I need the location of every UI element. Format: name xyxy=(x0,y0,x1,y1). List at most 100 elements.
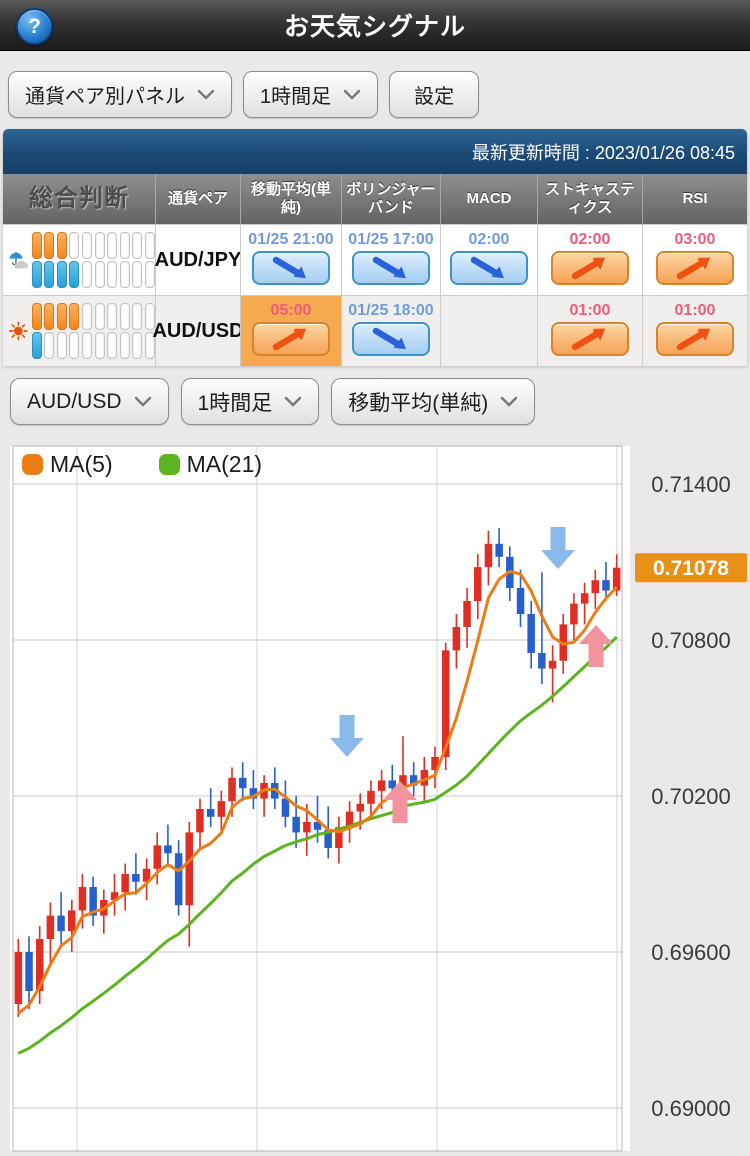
y-axis-labels: 0.71400 0.70800 0.70200 0.69600 0.69000 xyxy=(651,472,731,1121)
signal-cell: 01/25 17:00 xyxy=(341,225,440,295)
up-arrow-marker xyxy=(383,781,417,823)
svg-text:0.71078: 0.71078 xyxy=(653,557,729,580)
buy-signal-button[interactable] xyxy=(656,322,734,356)
app-title: お天気シグナル xyxy=(283,13,466,41)
meter-bar xyxy=(145,261,155,288)
chart-timeframe-label: 1時間足 xyxy=(197,391,273,415)
meter-bar xyxy=(119,332,130,359)
rain-umbrella-cloud-icon xyxy=(9,251,29,269)
chart-timeframe-dropdown[interactable]: 1時間足 xyxy=(180,378,320,425)
signal-time: 02:00 xyxy=(468,231,510,248)
meter-bar xyxy=(82,303,93,330)
column-header: RSI xyxy=(642,174,747,224)
buy-signal-arrow-icon xyxy=(571,257,605,280)
meter-bar xyxy=(107,332,118,359)
help-icon[interactable]: ? xyxy=(16,8,53,45)
meter-bar xyxy=(69,332,80,359)
meter-bar xyxy=(44,303,55,330)
svg-text:0.70800: 0.70800 xyxy=(651,628,731,653)
overall-judgement-cell xyxy=(3,296,155,366)
signal-cell: 01:00 xyxy=(537,296,642,366)
up-arrow-marker xyxy=(579,625,613,667)
meter-bar xyxy=(145,232,155,259)
column-header: ボリンジャーバンド xyxy=(341,174,440,224)
meter-bar xyxy=(56,261,67,288)
chart-area[interactable]: 0.71400 0.70800 0.70200 0.69600 0.69000 0.71… xyxy=(0,443,750,1156)
sell-signal-arrow-icon xyxy=(470,256,504,279)
legend-item: MA(21) xyxy=(158,451,262,478)
panel-type-dropdown[interactable]: 通貨ペア別パネル xyxy=(8,71,232,118)
signal-time: 01:00 xyxy=(569,302,611,319)
sell-signal-button[interactable] xyxy=(352,322,430,356)
meter-bar xyxy=(56,303,67,330)
buy-signal-arrow-icon xyxy=(676,257,710,280)
meter-bar xyxy=(82,332,93,359)
meter-bar xyxy=(119,303,130,330)
table-row: AUD/USD 05:00 01/25 18:00 01:00 01:00 xyxy=(3,295,747,366)
meter-bar xyxy=(56,232,67,259)
price-chart[interactable]: 0.71400 0.70800 0.70200 0.69600 0.69000 0.71… xyxy=(0,443,750,1156)
chart-indicator-dropdown[interactable]: 移動平均(単純) xyxy=(331,378,536,425)
chart-indicator-label: 移動平均(単純) xyxy=(348,391,489,415)
chart-pair-dropdown[interactable]: AUD/USD xyxy=(10,378,169,425)
plot-border xyxy=(12,445,623,1152)
meter-bar xyxy=(94,303,105,330)
sell-signal-button[interactable] xyxy=(450,251,528,285)
down-arrow-marker xyxy=(330,715,364,757)
signal-cell xyxy=(440,296,537,366)
strength-meter xyxy=(31,232,155,288)
buy-signal-button[interactable] xyxy=(252,322,330,356)
titlebar: ? お天気シグナル xyxy=(0,0,750,51)
help-glyph: ? xyxy=(28,14,41,38)
ma21-line xyxy=(17,636,618,1055)
meter-bar xyxy=(69,232,80,259)
settings-button[interactable]: 設定 xyxy=(389,71,480,118)
signal-cell: 05:00 xyxy=(240,296,341,366)
buy-signal-arrow-icon xyxy=(676,328,710,351)
meter-bar xyxy=(31,232,42,259)
sell-signal-button[interactable] xyxy=(252,251,330,285)
chevron-down-icon xyxy=(343,89,361,100)
current-price-tag: 0.71078 xyxy=(635,553,747,583)
signal-cell: 01/25 21:00 xyxy=(240,225,341,295)
buy-signal-button[interactable] xyxy=(551,322,629,356)
meter-bar xyxy=(69,261,80,288)
signal-panel: 最新更新時間 : 2023/01/26 08:45 総合判断 通貨ペア 移動平均(単… xyxy=(3,129,747,366)
buy-signal-button[interactable] xyxy=(551,251,629,285)
column-header: 通貨ペア xyxy=(155,174,240,224)
signal-time: 01/25 18:00 xyxy=(348,302,434,319)
signal-cell: 02:00 xyxy=(537,225,642,295)
update-time-label: 最新更新時間 : 2023/01/26 08:45 xyxy=(471,142,735,163)
buy-signal-arrow-icon xyxy=(571,328,605,351)
meter-bar xyxy=(132,232,143,259)
meter-bar xyxy=(94,261,105,288)
meter-bar xyxy=(107,232,118,259)
chevron-down-icon xyxy=(197,89,215,100)
currency-pair-label: AUD/JPY xyxy=(155,225,241,295)
sell-signal-button[interactable] xyxy=(352,251,430,285)
candlesticks xyxy=(14,528,621,1017)
meter-bar xyxy=(44,232,55,259)
meter-bar xyxy=(44,261,55,288)
meter-bar xyxy=(82,261,93,288)
meter-bar xyxy=(31,303,42,330)
chevron-down-icon xyxy=(285,396,302,407)
sell-signal-arrow-icon xyxy=(372,256,406,279)
chart-legend: MA(5) MA(21) xyxy=(22,451,262,478)
plot-background xyxy=(10,446,630,1151)
chart-controls: AUD/USD 1時間足 移動平均(単純) xyxy=(0,366,750,425)
column-header: MACD xyxy=(440,174,537,224)
buy-signal-button[interactable] xyxy=(656,251,734,285)
sun-icon xyxy=(8,321,28,341)
signal-time: 03:00 xyxy=(674,231,716,248)
legend-swatch xyxy=(22,454,43,475)
meter-bar xyxy=(82,232,93,259)
chart-pair-label: AUD/USD xyxy=(27,389,122,413)
buy-signal-arrow-icon xyxy=(272,328,306,351)
meter-bar xyxy=(119,261,130,288)
timeframe-dropdown[interactable]: 1時間足 xyxy=(243,71,379,118)
currency-pair-label: AUD/USD xyxy=(152,296,244,366)
ma5-line xyxy=(17,569,618,1015)
svg-text:0.69600: 0.69600 xyxy=(651,940,731,965)
